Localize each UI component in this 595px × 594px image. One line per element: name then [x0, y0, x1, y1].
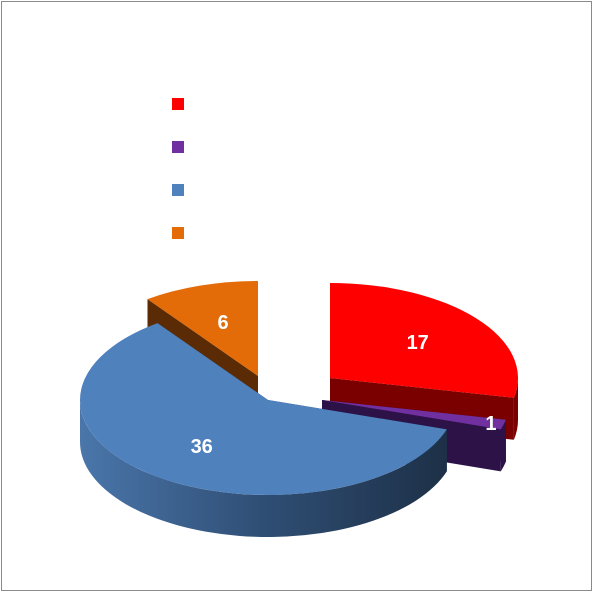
legend-swatch [172, 97, 184, 110]
pie-slice [147, 281, 258, 376]
legend-item [172, 168, 194, 211]
legend-swatch [172, 226, 184, 239]
pie-labels: 17 1 36 6 [191, 312, 497, 458]
legend-swatch [172, 183, 184, 196]
pie-slice-rim [80, 400, 447, 537]
pie-slice-rim [513, 378, 518, 440]
pie-slice [330, 283, 518, 398]
legend-item [172, 125, 194, 168]
data-label: 1 [485, 413, 496, 435]
pie-slice [80, 323, 447, 495]
pie-slices [80, 281, 518, 537]
data-label: 36 [191, 436, 213, 458]
data-label: 17 [407, 332, 429, 354]
legend-item [172, 82, 194, 125]
pie-slice [322, 400, 506, 430]
data-label: 6 [218, 312, 229, 334]
legend [172, 82, 194, 254]
pie-slice-rim [500, 419, 506, 472]
legend-swatch [172, 140, 184, 153]
legend-item [172, 211, 194, 254]
